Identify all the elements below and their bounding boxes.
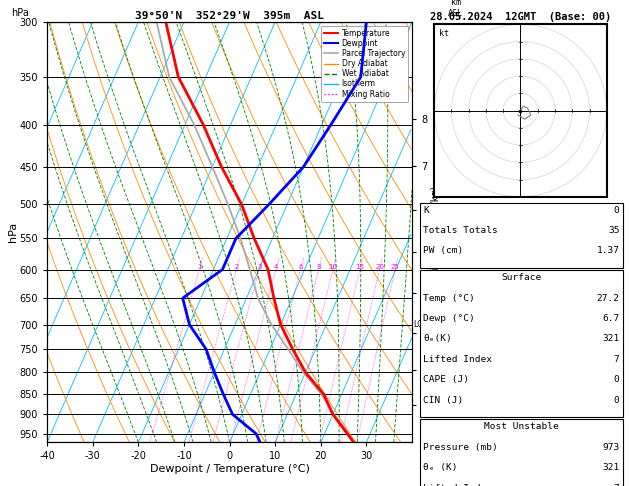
- Text: PW (cm): PW (cm): [423, 246, 464, 256]
- Text: Most Unstable: Most Unstable: [484, 422, 559, 432]
- Text: LCL: LCL: [413, 320, 427, 329]
- Text: 8: 8: [316, 263, 321, 270]
- Text: Pressure (mb): Pressure (mb): [423, 443, 498, 452]
- Text: 2: 2: [234, 263, 238, 270]
- Text: CAPE (J): CAPE (J): [423, 375, 469, 384]
- Text: Lifted Index: Lifted Index: [423, 484, 493, 486]
- Text: 6: 6: [298, 263, 303, 270]
- Text: θₑ (K): θₑ (K): [423, 463, 458, 472]
- Text: 321: 321: [603, 334, 620, 344]
- Text: 1.37: 1.37: [596, 246, 620, 256]
- Text: 7: 7: [614, 484, 620, 486]
- Text: 1: 1: [197, 263, 202, 270]
- Text: 10: 10: [328, 263, 337, 270]
- Text: Dewp (°C): Dewp (°C): [423, 314, 475, 323]
- Text: 0: 0: [614, 375, 620, 384]
- Text: 25: 25: [391, 263, 399, 270]
- Text: kt: kt: [440, 30, 449, 38]
- Text: 28.05.2024  12GMT  (Base: 00): 28.05.2024 12GMT (Base: 00): [430, 12, 611, 22]
- Text: 4: 4: [274, 263, 278, 270]
- Title: 39°50'N  352°29'W  395m  ASL: 39°50'N 352°29'W 395m ASL: [135, 11, 324, 21]
- Text: Totals Totals: Totals Totals: [423, 226, 498, 235]
- Text: 973: 973: [603, 443, 620, 452]
- Y-axis label: Mixing Ratio (g/kg): Mixing Ratio (g/kg): [431, 186, 442, 278]
- Text: hPa: hPa: [11, 8, 28, 17]
- Text: 6.7: 6.7: [603, 314, 620, 323]
- Text: © weatheronline.co.uk: © weatheronline.co.uk: [469, 469, 573, 479]
- Text: Surface: Surface: [501, 273, 542, 282]
- Text: 0: 0: [614, 396, 620, 405]
- Y-axis label: hPa: hPa: [8, 222, 18, 242]
- Text: K: K: [423, 206, 429, 215]
- Text: θₑ(K): θₑ(K): [423, 334, 452, 344]
- Text: 20: 20: [375, 263, 384, 270]
- Text: Temp (°C): Temp (°C): [423, 294, 475, 303]
- Text: 7: 7: [614, 355, 620, 364]
- X-axis label: Dewpoint / Temperature (°C): Dewpoint / Temperature (°C): [150, 464, 309, 474]
- Text: 3: 3: [257, 263, 262, 270]
- Text: 0: 0: [614, 206, 620, 215]
- Legend: Temperature, Dewpoint, Parcel Trajectory, Dry Adiabat, Wet Adiabat, Isotherm, Mi: Temperature, Dewpoint, Parcel Trajectory…: [321, 26, 408, 102]
- Text: 35: 35: [608, 226, 620, 235]
- Text: 27.2: 27.2: [596, 294, 620, 303]
- Text: CIN (J): CIN (J): [423, 396, 464, 405]
- Text: km
ASL: km ASL: [448, 0, 464, 17]
- Text: Lifted Index: Lifted Index: [423, 355, 493, 364]
- Text: 15: 15: [355, 263, 364, 270]
- Text: 321: 321: [603, 463, 620, 472]
